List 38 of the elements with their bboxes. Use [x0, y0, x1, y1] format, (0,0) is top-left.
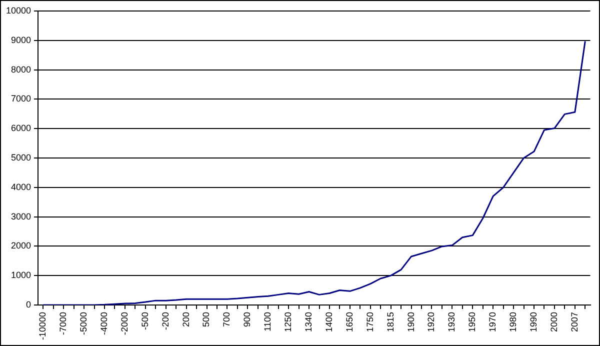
x-tick-label: 2007: [569, 312, 580, 332]
x-tick-label: 1340: [304, 312, 314, 332]
x-tick-label: 1920: [426, 312, 436, 332]
x-tick-label: 2000: [548, 312, 559, 332]
y-tick-label: 1000: [10, 270, 32, 280]
y-tick-label: 7000: [10, 94, 32, 104]
y-tick-label: 5000: [10, 152, 32, 162]
x-tick-label: 1400: [324, 312, 334, 332]
x-tick-label: 1990: [528, 312, 538, 332]
x-tick-label: 1750: [364, 312, 375, 332]
x-tick-label: 700: [222, 312, 232, 328]
x-tick-label: 900: [242, 312, 252, 328]
x-tick-label: 1250: [283, 312, 294, 332]
y-tick-label: 0: [26, 299, 32, 310]
x-tick-label: 1980: [508, 312, 518, 332]
y-tick-label: 6000: [10, 123, 32, 134]
y-tick-label: 2000: [10, 240, 32, 251]
x-tick-label: 1930: [446, 312, 457, 332]
x-tick-label: 1900: [406, 312, 416, 332]
x-tick-label: 200: [180, 312, 191, 328]
y-tick-label: 8000: [10, 64, 32, 74]
x-tick-label: 1650: [344, 312, 354, 332]
x-tick-label: -5000: [78, 312, 89, 336]
x-tick-label: 500: [201, 312, 212, 328]
x-tick-label: 1100: [262, 312, 273, 332]
x-tick-label: 1950: [467, 312, 478, 332]
y-tick-label: 9000: [10, 34, 32, 45]
y-tick-label: 4000: [10, 182, 32, 192]
x-tick-label: -4000: [98, 312, 109, 336]
x-tick-label: -7000: [58, 312, 68, 336]
x-tick-label: -200: [160, 312, 170, 330]
y-tick-label: 3000: [10, 211, 32, 222]
x-tick-label: 1815: [385, 312, 396, 332]
x-tick-label: -10000: [38, 312, 48, 340]
y-tick-label: 10000: [6, 5, 32, 16]
x-tick-label: 1970: [488, 312, 498, 332]
x-tick-label: -2000: [119, 312, 130, 336]
x-tick-label: -500: [140, 312, 150, 330]
